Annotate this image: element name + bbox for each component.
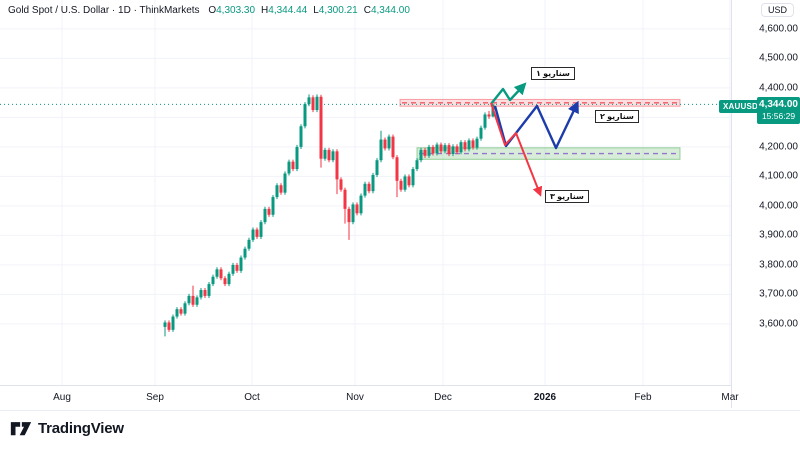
currency-unit-button[interactable]: USD: [760, 3, 794, 17]
ohlc-values: O4,303.30 H4,344.44 L4,300.21 C4,344.00: [202, 5, 410, 16]
scenario-label[interactable]: سناریو ۳: [545, 190, 589, 203]
scenario-3-arrow[interactable]: [490, 102, 543, 197]
ohlc-value: 4,300.21: [318, 5, 358, 16]
ohlc-key: O: [208, 5, 217, 16]
price-tick-label: 4,600.00: [759, 23, 798, 35]
price-tick-label: 3,800.00: [759, 259, 798, 271]
ohlc-value: 4,344.00: [370, 5, 410, 16]
time-tick-label: Dec: [434, 392, 452, 403]
time-tick-label: 2026: [533, 392, 557, 403]
chart-plot-area[interactable]: سناریو ۱ سناریو ۲ سناریو ۳: [0, 0, 731, 385]
time-tick-label: Nov: [346, 392, 364, 403]
price-tick-label: 4,400.00: [759, 82, 798, 94]
scenario-label[interactable]: سناریو ۲: [595, 110, 639, 123]
ohlc-value: 4,303.30: [216, 5, 256, 16]
ohlc-key: L: [313, 5, 319, 16]
scenario-2-arrow[interactable]: [493, 100, 579, 150]
tradingview-logo-text: TradingView: [38, 420, 124, 437]
time-axis[interactable]: Aug Sep Oct Nov Dec 2026 Feb Mar: [0, 385, 739, 411]
tradingview-logo-icon: [10, 422, 32, 436]
support-zone[interactable]: [416, 147, 681, 160]
candles-layer: [163, 94, 495, 337]
bar-countdown-timer: 15:56:29: [761, 111, 796, 121]
instrument-title[interactable]: Gold Spot / U.S. Dollar · 1D · ThinkMark…: [8, 5, 200, 16]
gridlines: [0, 0, 731, 385]
price-tick-label: 3,600.00: [759, 318, 798, 330]
candlestick-chart[interactable]: [0, 0, 731, 385]
price-tick-label: 4,500.00: [759, 52, 798, 64]
time-tick-label: Feb: [634, 392, 652, 403]
ohlc-key: C: [363, 5, 371, 16]
ohlc-key: H: [261, 5, 269, 16]
tradingview-logo[interactable]: TradingView: [10, 419, 124, 438]
ohlc-value: 4,344.44: [268, 5, 308, 16]
chart-legend[interactable]: Gold Spot / U.S. Dollar · 1D · ThinkMark…: [8, 5, 410, 16]
price-tick-label: 3,700.00: [759, 288, 798, 300]
price-tick-label: 3,900.00: [759, 229, 798, 241]
footer-bar: TradingView: [0, 410, 800, 450]
price-axis[interactable]: USD 4,600.00 4,500.00 4,400.00 4,200.00 4,10…: [731, 0, 800, 408]
price-tick-label: 4,000.00: [759, 200, 798, 212]
last-price-label: 4,344.00 15:56:29: [757, 97, 800, 124]
symbol-price-badge: XAUUSD: [719, 100, 762, 113]
time-tick-label: Mar: [721, 392, 739, 403]
scenario-1-arrow[interactable]: [490, 82, 527, 105]
price-tick-label: 4,100.00: [759, 170, 798, 182]
last-price-value: 4,344.00: [759, 99, 798, 110]
time-tick-label: Sep: [146, 392, 164, 403]
time-tick-label: Aug: [53, 392, 71, 403]
price-tick-label: 4,200.00: [759, 141, 798, 153]
resistance-zone[interactable]: [399, 98, 681, 107]
scenario-label[interactable]: سناریو ۱: [531, 67, 575, 80]
time-tick-label: Oct: [244, 392, 260, 403]
